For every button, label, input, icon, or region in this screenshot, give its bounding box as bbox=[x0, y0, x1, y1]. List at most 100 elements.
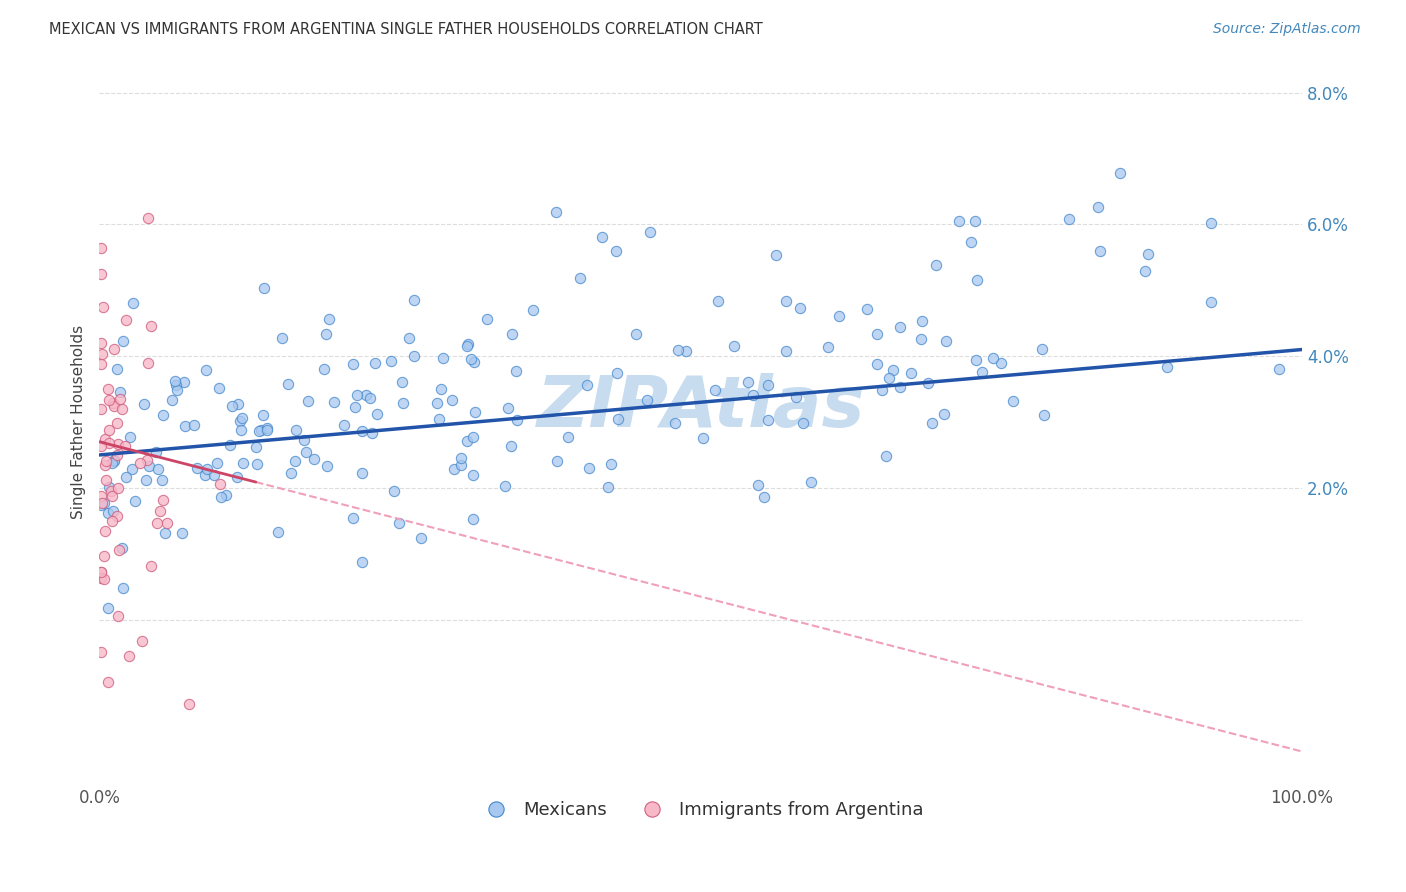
Point bbox=[322, 395, 344, 409]
Point bbox=[93, 549, 115, 563]
Point bbox=[1033, 408, 1056, 422]
Point bbox=[121, 461, 143, 475]
Point bbox=[114, 439, 136, 453]
Point bbox=[1156, 360, 1178, 375]
Point bbox=[359, 391, 381, 405]
Point bbox=[875, 449, 897, 463]
Point bbox=[450, 450, 472, 465]
Point bbox=[91, 347, 114, 361]
Point bbox=[965, 353, 987, 368]
Point bbox=[94, 432, 117, 446]
Point bbox=[146, 516, 169, 530]
Point bbox=[107, 481, 129, 495]
Point bbox=[195, 461, 218, 475]
Point bbox=[346, 388, 368, 402]
Point bbox=[546, 204, 568, 219]
Point bbox=[129, 456, 152, 470]
Point bbox=[121, 295, 143, 310]
Point bbox=[156, 516, 179, 530]
Point bbox=[402, 349, 425, 363]
Point bbox=[138, 458, 160, 473]
Point bbox=[107, 437, 129, 451]
Point bbox=[464, 405, 486, 419]
Point bbox=[247, 424, 270, 438]
Point bbox=[1137, 247, 1160, 261]
Point bbox=[209, 490, 232, 504]
Point bbox=[1199, 294, 1222, 309]
Point bbox=[354, 388, 377, 402]
Point bbox=[742, 388, 765, 402]
Point bbox=[195, 363, 218, 377]
Point bbox=[118, 648, 141, 663]
Point bbox=[934, 407, 956, 421]
Point bbox=[280, 467, 302, 481]
Point bbox=[756, 378, 779, 392]
Point bbox=[107, 608, 129, 623]
Point bbox=[245, 440, 267, 454]
Point bbox=[456, 434, 478, 449]
Point bbox=[105, 448, 128, 462]
Point bbox=[1088, 244, 1111, 258]
Point bbox=[387, 516, 409, 530]
Point bbox=[136, 452, 159, 467]
Point bbox=[124, 493, 146, 508]
Point bbox=[93, 524, 115, 539]
Point bbox=[97, 435, 120, 450]
Point bbox=[252, 408, 274, 422]
Point bbox=[93, 300, 115, 314]
Point bbox=[344, 401, 367, 415]
Point bbox=[342, 511, 364, 525]
Point bbox=[333, 417, 356, 432]
Point bbox=[501, 326, 523, 341]
Point bbox=[148, 462, 170, 476]
Point bbox=[101, 395, 124, 409]
Point bbox=[202, 467, 225, 482]
Point bbox=[398, 331, 420, 345]
Point bbox=[450, 458, 472, 472]
Point bbox=[966, 272, 988, 286]
Point bbox=[173, 419, 195, 434]
Point bbox=[177, 697, 200, 711]
Point bbox=[638, 225, 661, 239]
Point bbox=[90, 357, 112, 371]
Point bbox=[382, 483, 405, 498]
Point bbox=[1087, 200, 1109, 214]
Point bbox=[103, 399, 125, 413]
Point bbox=[107, 509, 129, 524]
Point bbox=[1199, 216, 1222, 230]
Point bbox=[90, 439, 112, 453]
Point bbox=[380, 353, 402, 368]
Point bbox=[90, 571, 112, 585]
Point bbox=[703, 384, 725, 398]
Point bbox=[105, 362, 128, 376]
Point bbox=[218, 437, 240, 451]
Point bbox=[366, 408, 388, 422]
Point bbox=[392, 396, 415, 410]
Point bbox=[103, 342, 125, 356]
Point bbox=[461, 468, 484, 483]
Point bbox=[828, 309, 851, 323]
Point bbox=[921, 416, 943, 430]
Point bbox=[90, 336, 112, 351]
Point bbox=[152, 493, 174, 508]
Point bbox=[97, 674, 120, 689]
Point bbox=[277, 377, 299, 392]
Point bbox=[499, 439, 522, 453]
Point bbox=[205, 456, 228, 470]
Point bbox=[316, 459, 339, 474]
Point bbox=[318, 312, 340, 326]
Point bbox=[910, 332, 932, 346]
Point bbox=[267, 524, 290, 539]
Point bbox=[636, 392, 658, 407]
Point bbox=[108, 542, 131, 557]
Point bbox=[1057, 211, 1080, 226]
Point bbox=[557, 430, 579, 444]
Point bbox=[747, 478, 769, 492]
Point bbox=[105, 416, 128, 430]
Point bbox=[800, 475, 823, 489]
Point bbox=[155, 525, 177, 540]
Point bbox=[792, 416, 814, 430]
Point bbox=[90, 645, 112, 659]
Point bbox=[139, 559, 162, 574]
Point bbox=[568, 271, 591, 285]
